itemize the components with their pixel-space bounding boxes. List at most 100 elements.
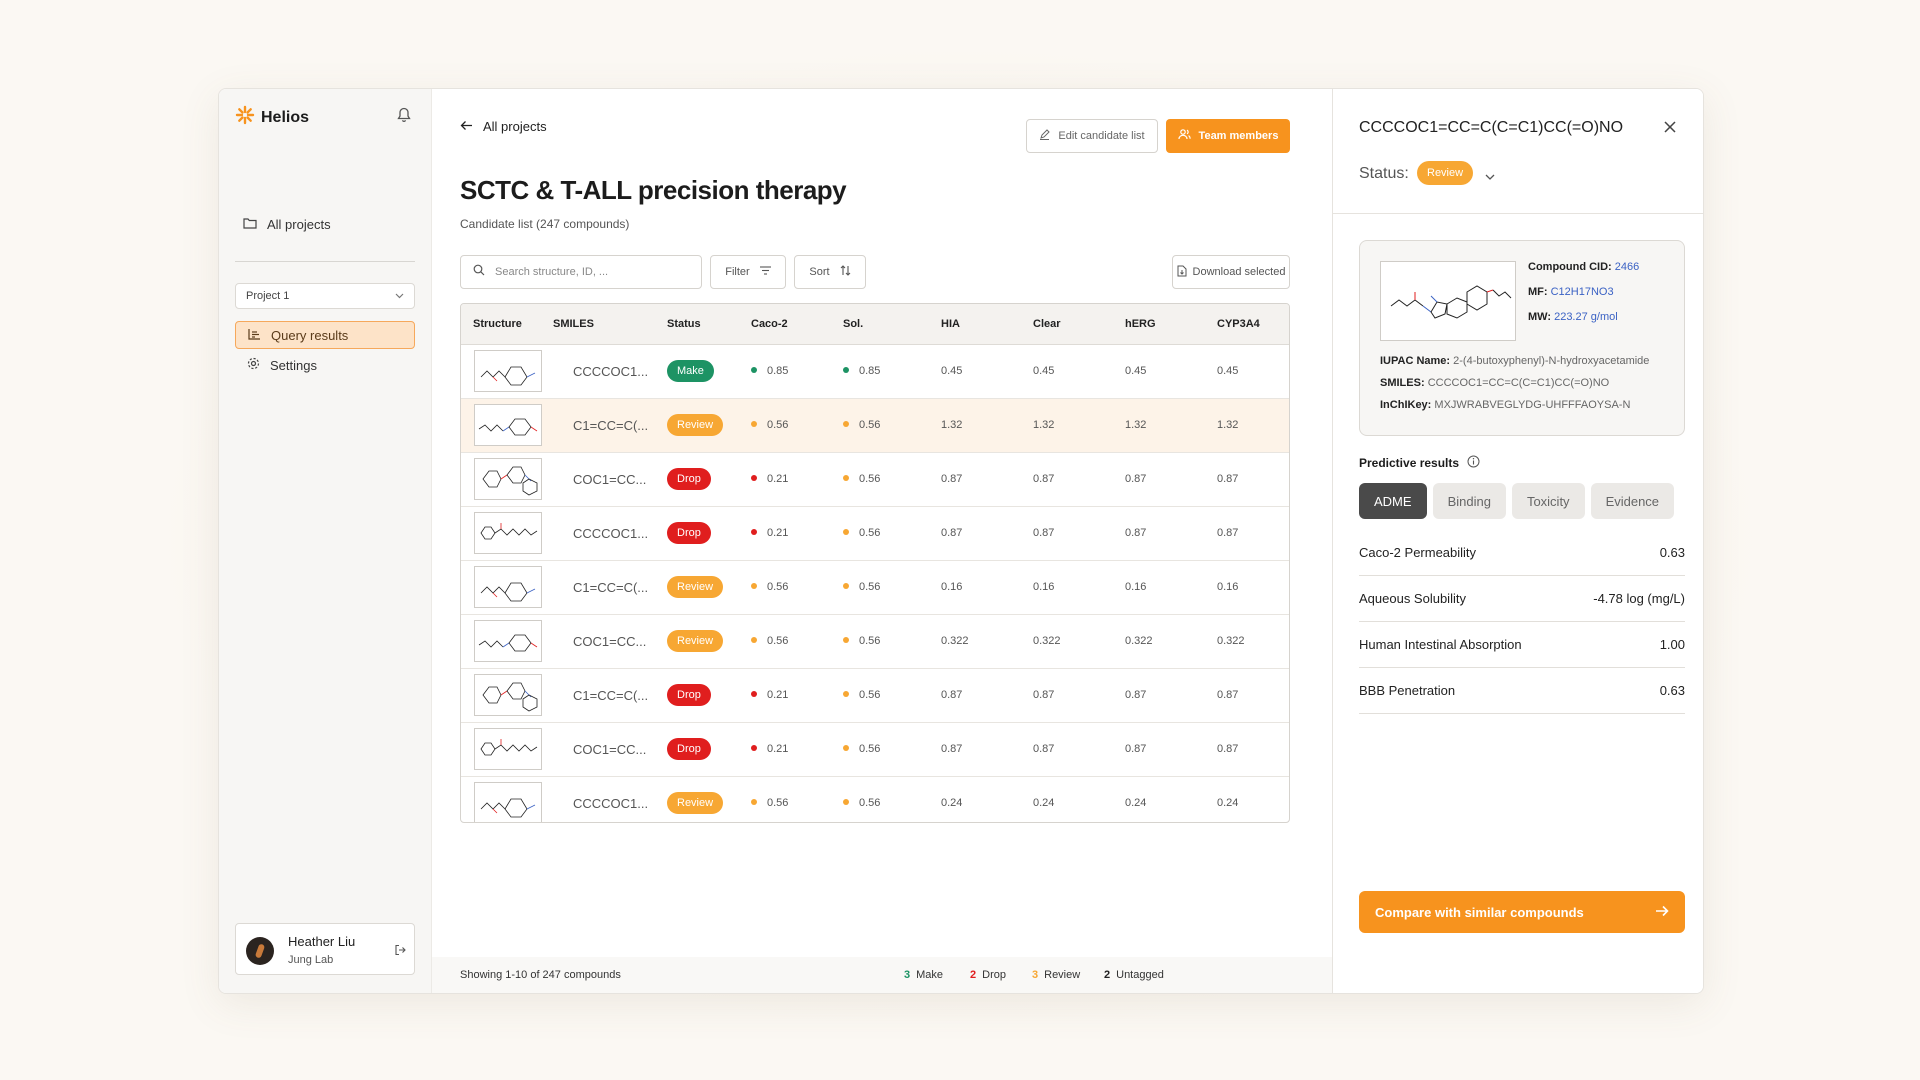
clear-cell: 0.24 bbox=[1033, 797, 1055, 809]
structure-thumbnail[interactable] bbox=[474, 728, 542, 770]
column-header[interactable]: CYP3A4 bbox=[1217, 318, 1260, 330]
cyp3a4-cell: 0.45 bbox=[1217, 365, 1239, 377]
sidebar-item-settings[interactable]: Settings bbox=[235, 351, 415, 379]
herg-cell: 1.32 bbox=[1125, 419, 1147, 431]
status-badge[interactable]: Drop bbox=[667, 522, 711, 544]
column-header[interactable]: Clear bbox=[1033, 318, 1061, 330]
project-select[interactable]: Project 1 bbox=[235, 283, 415, 309]
compound-iupac: IUPAC Name: 2-(4-butoxyphenyl)-N-hydroxy… bbox=[1380, 355, 1649, 367]
mw-value[interactable]: 223.27 g/mol bbox=[1554, 311, 1618, 323]
table-row[interactable]: C1=CC=C(... Review 0.56 0.56 1.32 1.32 1.32 1.3… bbox=[461, 399, 1289, 453]
sol-value: 0.56 bbox=[859, 635, 881, 647]
column-header[interactable]: Structure bbox=[473, 318, 522, 330]
caco2-value: 0.56 bbox=[767, 797, 789, 809]
chevron-down-icon[interactable] bbox=[1485, 168, 1495, 186]
status-badge[interactable]: Review bbox=[667, 792, 724, 814]
tab-toxicity[interactable]: Toxicity bbox=[1511, 483, 1585, 519]
structure-thumbnail[interactable] bbox=[474, 404, 542, 446]
hia-cell: 0.87 bbox=[941, 527, 963, 539]
status-dot bbox=[751, 691, 757, 698]
tab-adme[interactable]: ADME bbox=[1359, 483, 1427, 519]
table-row[interactable]: CCCCOC1... Make 0.85 0.85 0.45 0.45 0.45 0.45 bbox=[461, 345, 1289, 399]
sidebar-divider bbox=[235, 261, 415, 262]
structure-thumbnail[interactable] bbox=[474, 350, 542, 392]
status-badge[interactable]: Drop bbox=[667, 468, 711, 490]
metric-row: BBB Penetration 0.63 bbox=[1359, 667, 1685, 714]
back-link[interactable]: All projects bbox=[460, 119, 547, 134]
download-selected-label: Download selected bbox=[1192, 266, 1286, 278]
table-row[interactable]: C1=CC=C(... Review 0.56 0.56 0.16 0.16 0.16 0.1… bbox=[461, 561, 1289, 615]
status-badge[interactable]: Review bbox=[667, 414, 724, 436]
search-input[interactable] bbox=[493, 265, 677, 279]
status-badge[interactable]: Drop bbox=[667, 738, 711, 760]
status-badge[interactable]: Review bbox=[667, 630, 724, 652]
hia-cell: 0.322 bbox=[941, 635, 969, 647]
mf-value[interactable]: C12H17NO3 bbox=[1550, 286, 1614, 298]
compound-mf: MF: C12H17NO3 bbox=[1528, 286, 1614, 298]
edit-candidate-list-button[interactable]: Edit candidate list bbox=[1026, 119, 1158, 153]
helios-logo-icon bbox=[235, 105, 255, 130]
status-dot bbox=[843, 691, 849, 698]
smiles-cell: CCCCOC1... bbox=[573, 526, 649, 541]
tally-make: 3 Make bbox=[904, 969, 943, 981]
sol-value: 0.85 bbox=[859, 365, 881, 377]
compare-similar-button[interactable]: Compare with similar compounds bbox=[1359, 891, 1685, 933]
structure-thumbnail[interactable] bbox=[474, 674, 542, 716]
compound-smiles: SMILES: CCCCOC1=CC=C(C=C1)CC(=O)NO bbox=[1380, 377, 1609, 389]
table-row[interactable]: CCCCOC1... Drop 0.21 0.56 0.87 0.87 0.87 0.87 bbox=[461, 507, 1289, 561]
status-badge[interactable]: Review bbox=[1417, 161, 1474, 185]
herg-cell: 0.45 bbox=[1125, 365, 1147, 377]
structure-thumbnail[interactable] bbox=[474, 512, 542, 554]
structure-thumbnail[interactable] bbox=[474, 458, 542, 500]
team-members-button[interactable]: Team members bbox=[1166, 119, 1290, 153]
status-badge[interactable]: Review bbox=[667, 576, 724, 598]
brand-name: Helios bbox=[261, 108, 310, 126]
status-badge[interactable]: Make bbox=[667, 360, 714, 382]
column-header[interactable]: Sol. bbox=[843, 318, 864, 330]
table-row[interactable]: C1=CC=C(... Drop 0.21 0.56 0.87 0.87 0.87 0.87 bbox=[461, 669, 1289, 723]
structure-thumbnail[interactable] bbox=[474, 620, 542, 662]
download-selected-button[interactable]: Download selected bbox=[1172, 255, 1290, 289]
smiles-cell: C1=CC=C(... bbox=[573, 688, 649, 703]
status-badge[interactable]: Drop bbox=[667, 684, 711, 706]
table-row[interactable]: COC1=CC... Review 0.56 0.56 0.322 0.322 0.322 0… bbox=[461, 615, 1289, 669]
logout-icon[interactable] bbox=[394, 943, 406, 961]
caco2-value: 0.21 bbox=[767, 527, 789, 539]
column-header[interactable]: HIA bbox=[941, 318, 960, 330]
filter-button[interactable]: Filter bbox=[710, 255, 786, 289]
edit-icon bbox=[1039, 129, 1051, 143]
column-header[interactable]: SMILES bbox=[553, 318, 594, 330]
sort-button[interactable]: Sort bbox=[794, 255, 866, 289]
sol-value: 0.56 bbox=[859, 527, 881, 539]
hia-cell: 0.87 bbox=[941, 689, 963, 701]
sidebar-all-projects[interactable]: All projects bbox=[243, 217, 331, 232]
caco2-value: 0.56 bbox=[767, 419, 789, 431]
team-members-label: Team members bbox=[1198, 130, 1279, 142]
close-icon[interactable] bbox=[1663, 120, 1677, 139]
sol-value: 0.56 bbox=[859, 419, 881, 431]
tab-evidence[interactable]: Evidence bbox=[1590, 483, 1675, 519]
structure-thumbnail[interactable] bbox=[474, 566, 542, 608]
user-org: Jung Lab bbox=[288, 954, 334, 966]
column-header[interactable]: hERG bbox=[1125, 318, 1156, 330]
table-row[interactable]: COC1=CC... Drop 0.21 0.56 0.87 0.87 0.87 0.87 bbox=[461, 723, 1289, 777]
user-card[interactable]: Heather Liu Jung Lab bbox=[235, 923, 415, 975]
info-icon[interactable] bbox=[1467, 455, 1480, 471]
table-row[interactable]: COC1=CC... Drop 0.21 0.56 0.87 0.87 0.87 0.87 bbox=[461, 453, 1289, 507]
search-box[interactable] bbox=[460, 255, 702, 289]
sol-cell: 0.56 bbox=[843, 797, 880, 809]
smiles-value: CCCCOC1=CC=C(C=C1)CC(=O)NO bbox=[1427, 377, 1610, 389]
column-header[interactable]: Caco-2 bbox=[751, 318, 788, 330]
status-dot bbox=[843, 421, 849, 428]
bell-icon[interactable] bbox=[397, 107, 411, 128]
sidebar-item-query-results[interactable]: Query results bbox=[235, 321, 415, 349]
structure-thumbnail[interactable] bbox=[474, 782, 542, 822]
user-name: Heather Liu bbox=[288, 934, 356, 949]
hia-cell: 1.32 bbox=[941, 419, 963, 431]
caco2-cell: 0.56 bbox=[751, 581, 788, 593]
column-header[interactable]: Status bbox=[667, 318, 701, 330]
tally-count: 3 bbox=[1032, 969, 1039, 981]
tab-binding[interactable]: Binding bbox=[1432, 483, 1506, 519]
cid-link[interactable]: 2466 bbox=[1614, 261, 1640, 273]
table-row[interactable]: CCCCOC1... Review 0.56 0.56 0.24 0.24 0.24 0.24 bbox=[461, 777, 1289, 822]
